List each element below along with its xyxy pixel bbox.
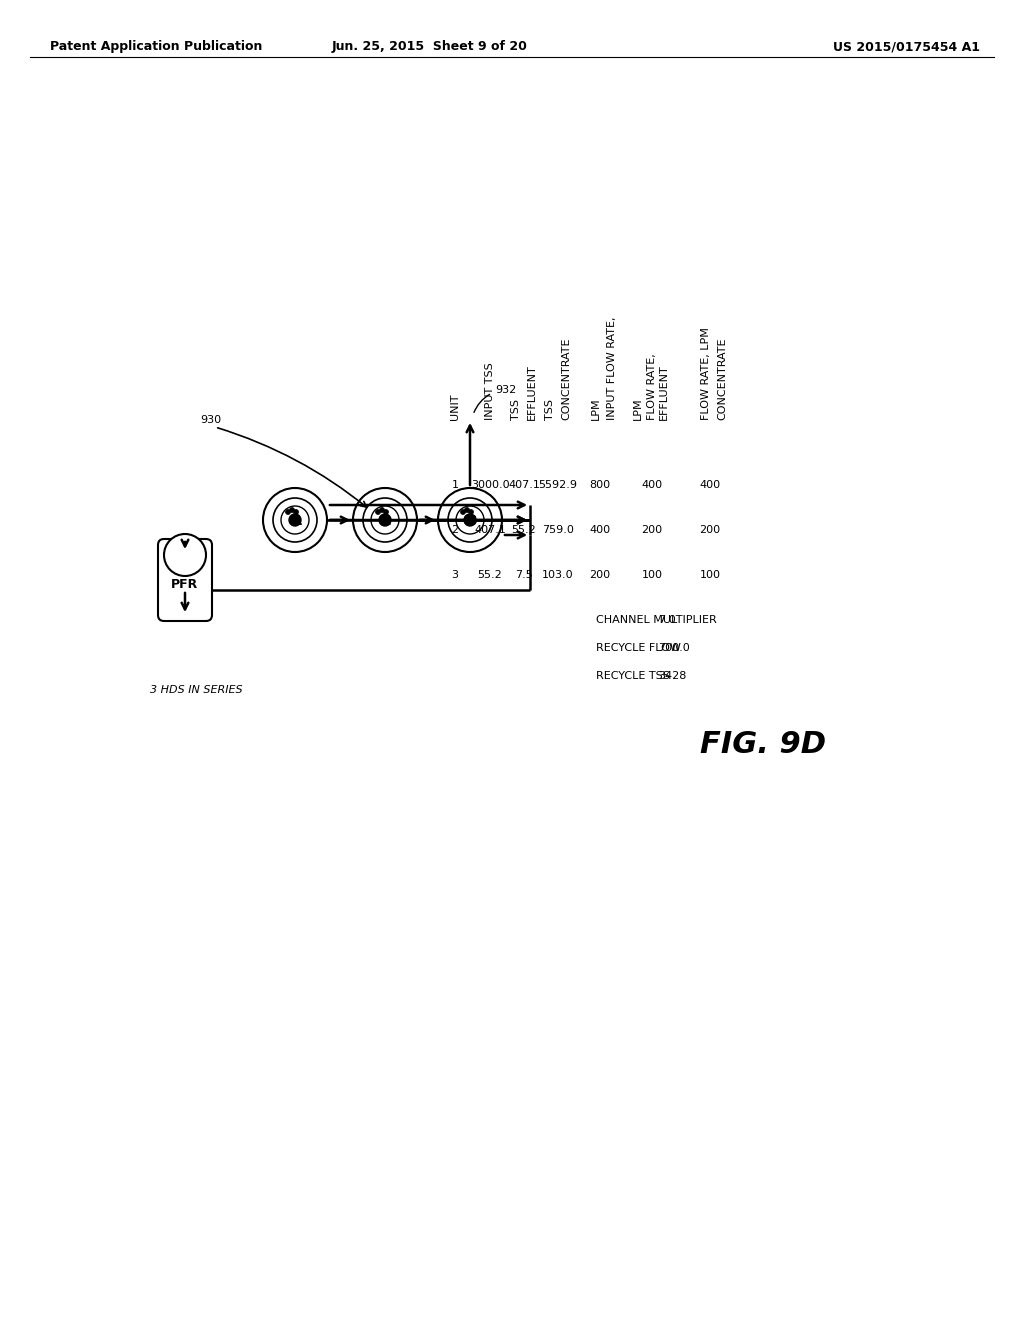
Text: 3: 3 <box>467 513 477 528</box>
Circle shape <box>465 507 469 512</box>
Text: EFFLUENT: EFFLUENT <box>527 364 537 420</box>
Text: 930: 930 <box>200 414 221 425</box>
Text: INPUT TSS: INPUT TSS <box>485 362 495 420</box>
Text: 932: 932 <box>495 385 516 395</box>
Text: 700.0: 700.0 <box>658 643 690 653</box>
Text: CHANNEL MULTIPLIER: CHANNEL MULTIPLIER <box>596 615 717 624</box>
Circle shape <box>379 513 391 525</box>
Text: 3 HDS IN SERIES: 3 HDS IN SERIES <box>150 685 243 696</box>
Text: EFFLUENT: EFFLUENT <box>659 364 669 420</box>
Text: LPM: LPM <box>591 397 601 420</box>
Text: 200: 200 <box>590 570 610 579</box>
Text: 55.2: 55.2 <box>512 525 537 535</box>
Text: 1: 1 <box>292 513 302 528</box>
Circle shape <box>384 510 388 515</box>
Text: CONCENTRATE: CONCENTRATE <box>717 338 727 420</box>
Text: Jun. 25, 2015  Sheet 9 of 20: Jun. 25, 2015 Sheet 9 of 20 <box>332 40 528 53</box>
Text: 100: 100 <box>641 570 663 579</box>
FancyBboxPatch shape <box>158 539 212 620</box>
Text: 55.2: 55.2 <box>477 570 503 579</box>
Text: Patent Application Publication: Patent Application Publication <box>50 40 262 53</box>
Text: 2: 2 <box>452 525 459 535</box>
Circle shape <box>464 513 476 525</box>
Text: UNIT: UNIT <box>450 393 460 420</box>
Text: RECYCLE TSS: RECYCLE TSS <box>596 671 670 681</box>
Text: 7.0: 7.0 <box>658 615 676 624</box>
Text: FLOW RATE,: FLOW RATE, <box>647 354 657 420</box>
Text: 1: 1 <box>452 480 459 490</box>
Text: 400: 400 <box>699 480 721 490</box>
Text: FIG. 9D: FIG. 9D <box>700 730 826 759</box>
Text: TSS: TSS <box>545 399 555 420</box>
Text: 200: 200 <box>699 525 721 535</box>
Text: 103.0: 103.0 <box>542 570 573 579</box>
Text: 800: 800 <box>590 480 610 490</box>
Text: 3: 3 <box>452 570 459 579</box>
Circle shape <box>469 510 473 515</box>
Circle shape <box>290 507 295 512</box>
Text: 3428: 3428 <box>658 671 686 681</box>
Text: 2: 2 <box>382 513 392 528</box>
Text: PFR: PFR <box>171 578 199 591</box>
Text: 7.5: 7.5 <box>515 570 532 579</box>
Text: TSS: TSS <box>511 399 521 420</box>
Text: FLOW RATE, LPM: FLOW RATE, LPM <box>701 327 711 420</box>
Text: LPM: LPM <box>633 397 643 420</box>
Text: US 2015/0175454 A1: US 2015/0175454 A1 <box>833 40 980 53</box>
Circle shape <box>289 513 301 525</box>
Text: CONCENTRATE: CONCENTRATE <box>561 338 571 420</box>
Circle shape <box>461 510 466 515</box>
Text: RECYCLE FLOW: RECYCLE FLOW <box>596 643 681 653</box>
Text: 3000.0: 3000.0 <box>471 480 509 490</box>
Circle shape <box>286 510 291 515</box>
Text: 5592.9: 5592.9 <box>539 480 578 490</box>
Circle shape <box>380 507 384 512</box>
Text: 400: 400 <box>590 525 610 535</box>
Circle shape <box>164 535 206 576</box>
Text: INPUT FLOW RATE,: INPUT FLOW RATE, <box>607 317 617 420</box>
Text: 407.1: 407.1 <box>508 480 540 490</box>
Circle shape <box>294 510 299 515</box>
Text: 759.0: 759.0 <box>542 525 573 535</box>
Text: 407.1: 407.1 <box>474 525 506 535</box>
Text: 100: 100 <box>699 570 721 579</box>
Text: 400: 400 <box>641 480 663 490</box>
Text: 200: 200 <box>641 525 663 535</box>
Circle shape <box>376 510 381 515</box>
